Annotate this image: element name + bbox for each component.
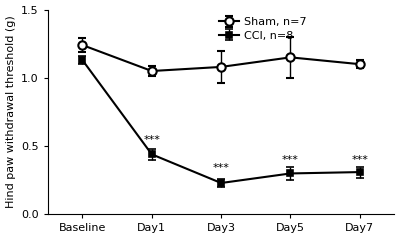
- Text: ***: ***: [282, 155, 299, 165]
- Text: ***: ***: [143, 135, 160, 145]
- Text: ***: ***: [351, 155, 368, 165]
- Y-axis label: Hind paw withdrawal threshold (g): Hind paw withdrawal threshold (g): [6, 16, 16, 208]
- Text: ***: ***: [213, 163, 230, 173]
- Legend: Sham, n=7, CCI, n=8: Sham, n=7, CCI, n=8: [216, 15, 309, 43]
